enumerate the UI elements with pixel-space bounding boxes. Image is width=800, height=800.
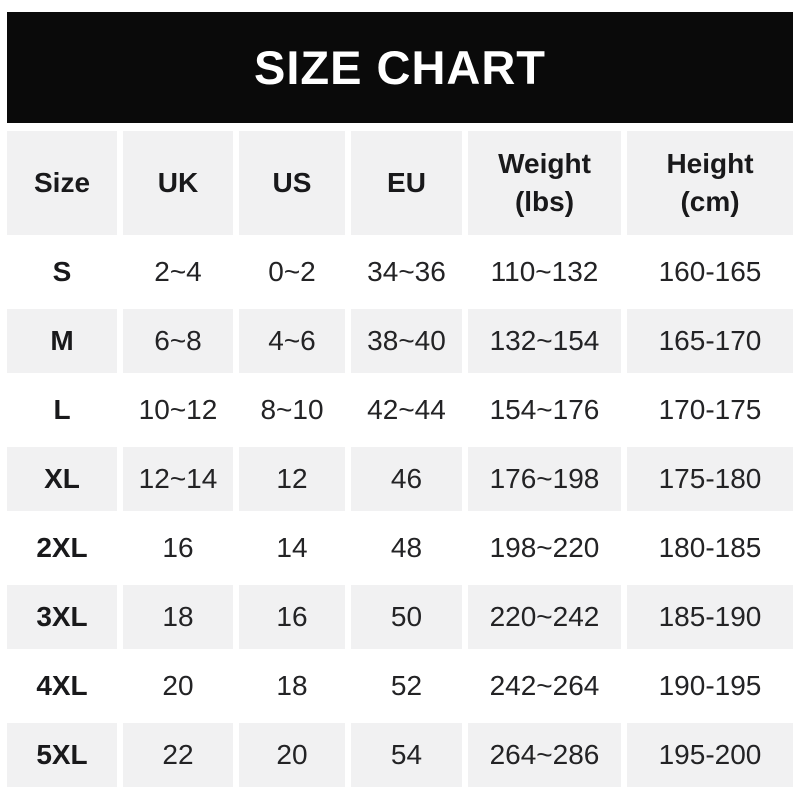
cell-eu: 34~36 (351, 240, 462, 304)
table-row-4xl: 4XL 20 18 52 242~264 190-195 (7, 654, 793, 718)
table-row-2xl: 2XL 16 14 48 198~220 180-185 (7, 516, 793, 580)
column-header-eu: EU (351, 131, 462, 235)
cell-eu: 38~40 (351, 309, 462, 373)
size-chart-table: Size UK US EU Weight (lbs) Height (cm) S… (1, 126, 799, 792)
cell-eu: 42~44 (351, 378, 462, 442)
cell-eu: 50 (351, 585, 462, 649)
cell-uk: 16 (123, 516, 233, 580)
cell-uk: 22 (123, 723, 233, 787)
cell-size: S (7, 240, 117, 304)
cell-size: 3XL (7, 585, 117, 649)
cell-height: 195-200 (627, 723, 793, 787)
cell-us: 4~6 (239, 309, 345, 373)
cell-us: 12 (239, 447, 345, 511)
column-header-weight: Weight (lbs) (468, 131, 621, 235)
cell-us: 20 (239, 723, 345, 787)
cell-eu: 48 (351, 516, 462, 580)
cell-uk: 2~4 (123, 240, 233, 304)
cell-height: 190-195 (627, 654, 793, 718)
cell-uk: 18 (123, 585, 233, 649)
cell-weight: 154~176 (468, 378, 621, 442)
column-header-size: Size (7, 131, 117, 235)
size-chart-banner: SIZE CHART (7, 12, 793, 123)
cell-weight: 264~286 (468, 723, 621, 787)
cell-eu: 46 (351, 447, 462, 511)
table-row-l: L 10~12 8~10 42~44 154~176 170-175 (7, 378, 793, 442)
cell-us: 14 (239, 516, 345, 580)
cell-uk: 6~8 (123, 309, 233, 373)
cell-height: 185-190 (627, 585, 793, 649)
cell-eu: 54 (351, 723, 462, 787)
column-header-us: US (239, 131, 345, 235)
table-row-m: M 6~8 4~6 38~40 132~154 165-170 (7, 309, 793, 373)
cell-uk: 10~12 (123, 378, 233, 442)
cell-height: 175-180 (627, 447, 793, 511)
cell-weight: 132~154 (468, 309, 621, 373)
cell-weight: 176~198 (468, 447, 621, 511)
cell-height: 165-170 (627, 309, 793, 373)
cell-size: 2XL (7, 516, 117, 580)
cell-weight: 220~242 (468, 585, 621, 649)
column-header-height: Height (cm) (627, 131, 793, 235)
cell-weight: 242~264 (468, 654, 621, 718)
cell-height: 160-165 (627, 240, 793, 304)
table-header-row: Size UK US EU Weight (lbs) Height (cm) (7, 131, 793, 235)
cell-weight: 198~220 (468, 516, 621, 580)
cell-height: 170-175 (627, 378, 793, 442)
table-row-xl: XL 12~14 12 46 176~198 175-180 (7, 447, 793, 511)
cell-size: XL (7, 447, 117, 511)
table-row-5xl: 5XL 22 20 54 264~286 195-200 (7, 723, 793, 787)
column-header-uk: UK (123, 131, 233, 235)
cell-us: 18 (239, 654, 345, 718)
cell-height: 180-185 (627, 516, 793, 580)
cell-us: 16 (239, 585, 345, 649)
cell-uk: 12~14 (123, 447, 233, 511)
cell-us: 8~10 (239, 378, 345, 442)
cell-eu: 52 (351, 654, 462, 718)
cell-size: M (7, 309, 117, 373)
cell-size: 5XL (7, 723, 117, 787)
cell-size: 4XL (7, 654, 117, 718)
table-row-3xl: 3XL 18 16 50 220~242 185-190 (7, 585, 793, 649)
cell-uk: 20 (123, 654, 233, 718)
table-row-s: S 2~4 0~2 34~36 110~132 160-165 (7, 240, 793, 304)
cell-us: 0~2 (239, 240, 345, 304)
page-title: SIZE CHART (254, 41, 546, 94)
cell-weight: 110~132 (468, 240, 621, 304)
cell-size: L (7, 378, 117, 442)
